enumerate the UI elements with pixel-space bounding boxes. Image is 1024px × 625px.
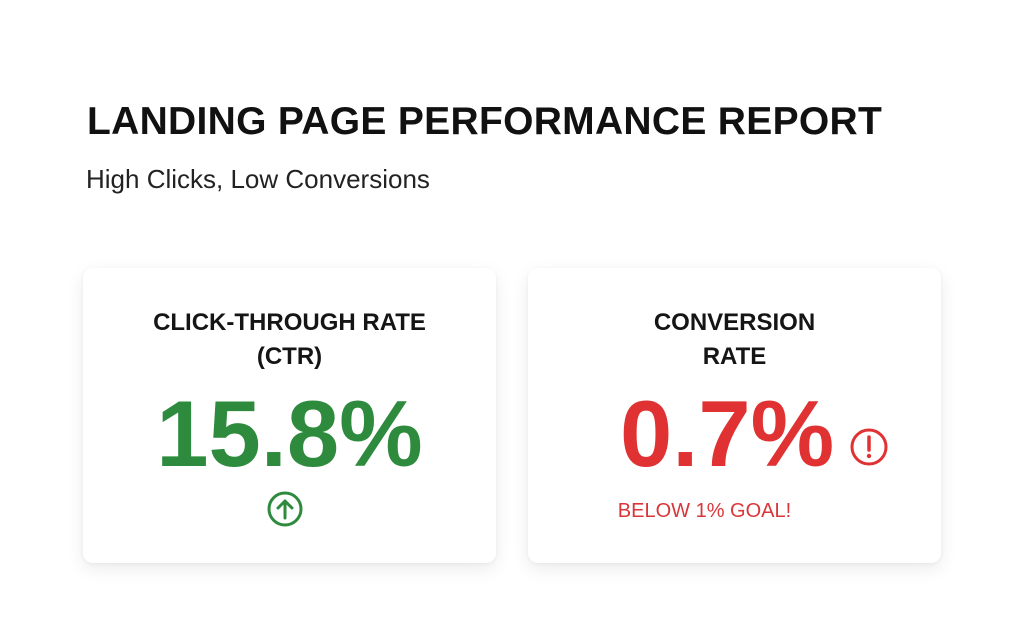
card-label: CONVERSION [653,309,816,336]
card-label: CLICK-THROUGH RATE [153,309,426,336]
report-subtitle: High Clicks, Low Conversions [86,164,430,194]
card-label: (CTR) [256,343,323,370]
up-icon [267,491,303,527]
ctr-card: CLICK-THROUGH RATE (CTR) 15.8% [83,268,496,563]
conversion-card: CONVERSION RATE 0.7% BELOW 1% GOAL! [528,268,941,563]
card-label: RATE [702,343,767,370]
goal-note: BELOW 1% GOAL! [617,500,792,522]
card-value: 0.7% [620,381,835,486]
alert-icon [850,428,888,466]
report-title: LANDING PAGE PERFORMANCE REPORT [87,100,883,143]
card-value: 15.8% [156,381,423,486]
